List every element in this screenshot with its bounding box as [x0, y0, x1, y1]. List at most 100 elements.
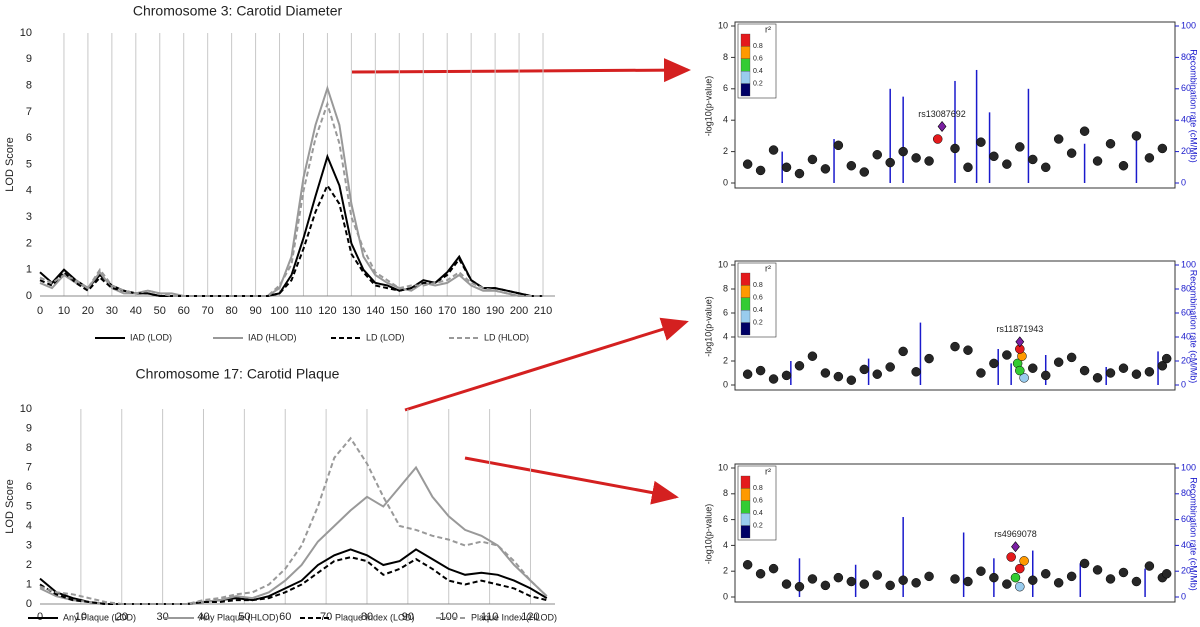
x-tick-label: 50: [154, 305, 166, 317]
arrows: [351, 58, 691, 505]
y-tick-label: 0: [723, 177, 728, 187]
x-tick-label: 60: [279, 611, 291, 623]
snp-point: [742, 159, 753, 169]
snp-point: [1131, 131, 1142, 141]
snp-point: [1040, 370, 1051, 381]
snp-point: [911, 367, 921, 377]
y2-tick-label: 0: [1181, 177, 1186, 187]
y2-tick-label: 0: [1181, 379, 1186, 389]
y-tick-label: 0: [723, 379, 728, 389]
snp-point: [768, 374, 779, 384]
legend-tick-label: 0.6: [753, 56, 763, 63]
y-tick-label: 9: [26, 422, 32, 434]
snp-point: [911, 578, 921, 588]
plot-frame: [734, 463, 1176, 603]
snp-point: [898, 575, 908, 585]
y-tick-label: 3: [26, 211, 32, 223]
legend-swatch: [740, 58, 751, 72]
legend-tick-label: 0.4: [753, 307, 763, 314]
y2-tick-label: 40: [1181, 331, 1191, 341]
snp-point: [859, 364, 870, 375]
y2-tick-label: 40: [1181, 540, 1191, 550]
legend-label: IAD (HLOD): [248, 332, 297, 342]
snp-point: [846, 375, 857, 385]
snp-point: [1002, 579, 1012, 589]
y-tick-label: 4: [26, 185, 32, 197]
snp-point: [1118, 363, 1129, 373]
y-axis-label: -log10(p-value): [703, 296, 713, 357]
legend-swatch: [740, 488, 751, 501]
snp-point: [872, 570, 882, 580]
x-tick-label: 30: [106, 305, 118, 317]
y-tick-label: 6: [723, 307, 728, 317]
snp-point: [1053, 578, 1064, 588]
snp-point: [885, 157, 895, 168]
x-tick-label: 80: [226, 305, 238, 317]
snp-point: [1015, 563, 1025, 574]
x-tick-label: 0: [37, 305, 43, 317]
legend-tick-label: 0.8: [753, 485, 763, 492]
y-tick-label: 5: [26, 500, 32, 512]
x-tick-label: 100: [270, 305, 288, 317]
y2-tick-label: 100: [1181, 462, 1196, 472]
snp-point: [755, 165, 766, 176]
y2-tick-label: 60: [1181, 307, 1191, 317]
legend-label: IAD (LOD): [130, 332, 172, 342]
y-tick-label: 4: [723, 115, 728, 125]
snp-point: [859, 579, 870, 589]
series-line: [39, 548, 548, 605]
legend-label: LD (HLOD): [484, 332, 529, 342]
x-tick-label: 140: [366, 305, 384, 317]
x-tick-label: 110: [295, 305, 313, 317]
arrow: [404, 317, 689, 412]
snp-point: [950, 143, 960, 154]
y2-tick-label: 80: [1181, 283, 1191, 293]
legend-tick-label: 0.2: [753, 80, 763, 87]
x-tick-label: 170: [438, 305, 456, 317]
snp-point: [1006, 552, 1016, 562]
x-tick-label: 20: [82, 305, 94, 317]
snp-point: [833, 371, 844, 382]
snp-point: [1066, 148, 1077, 158]
snp-point: [1053, 357, 1064, 367]
legend-swatch: [740, 513, 751, 526]
x-tick-label: 0: [37, 611, 43, 623]
y2-tick-label: 60: [1181, 83, 1191, 93]
x-tick-label: 70: [202, 305, 214, 317]
y-tick-label: 2: [26, 237, 32, 249]
y-tick-label: 7: [26, 461, 32, 473]
legend-swatch: [740, 322, 751, 336]
y-tick-label: 6: [26, 132, 32, 144]
x-tick-label: 70: [320, 611, 332, 623]
snp-point: [1028, 154, 1038, 165]
y2-tick-label: 80: [1181, 488, 1191, 498]
x-tick-label: 30: [156, 611, 168, 623]
snp-point: [781, 579, 792, 589]
snp-point: [898, 146, 908, 157]
snp-point: [833, 140, 844, 151]
snp-point: [1079, 126, 1090, 136]
legend-swatch: [740, 297, 751, 311]
snp-point: [924, 156, 934, 166]
annotation: rs4969078: [994, 529, 1037, 539]
snp-point: [846, 160, 857, 171]
snp-point: [1105, 368, 1116, 378]
snp-point: [976, 137, 986, 147]
y-axis-label: -log10(p-value): [703, 76, 713, 137]
snp-point: [1105, 139, 1116, 149]
y-tick-label: 0: [26, 598, 32, 610]
snp-point: [1131, 369, 1142, 379]
snp-point: [1092, 156, 1103, 166]
x-tick-label: 130: [342, 305, 360, 317]
legend-label: Any Plaque (HLOD): [199, 612, 279, 622]
y-tick-label: 8: [723, 488, 728, 498]
snp-point: [1144, 153, 1155, 163]
y-tick-label: 3: [26, 539, 32, 551]
snp-point: [820, 580, 831, 591]
snp-point: [1118, 567, 1129, 578]
snp-point: [833, 572, 844, 583]
y-tick-label: 10: [718, 259, 728, 269]
y-tick-label: 4: [723, 331, 728, 341]
x-tick-label: 10: [75, 611, 87, 623]
